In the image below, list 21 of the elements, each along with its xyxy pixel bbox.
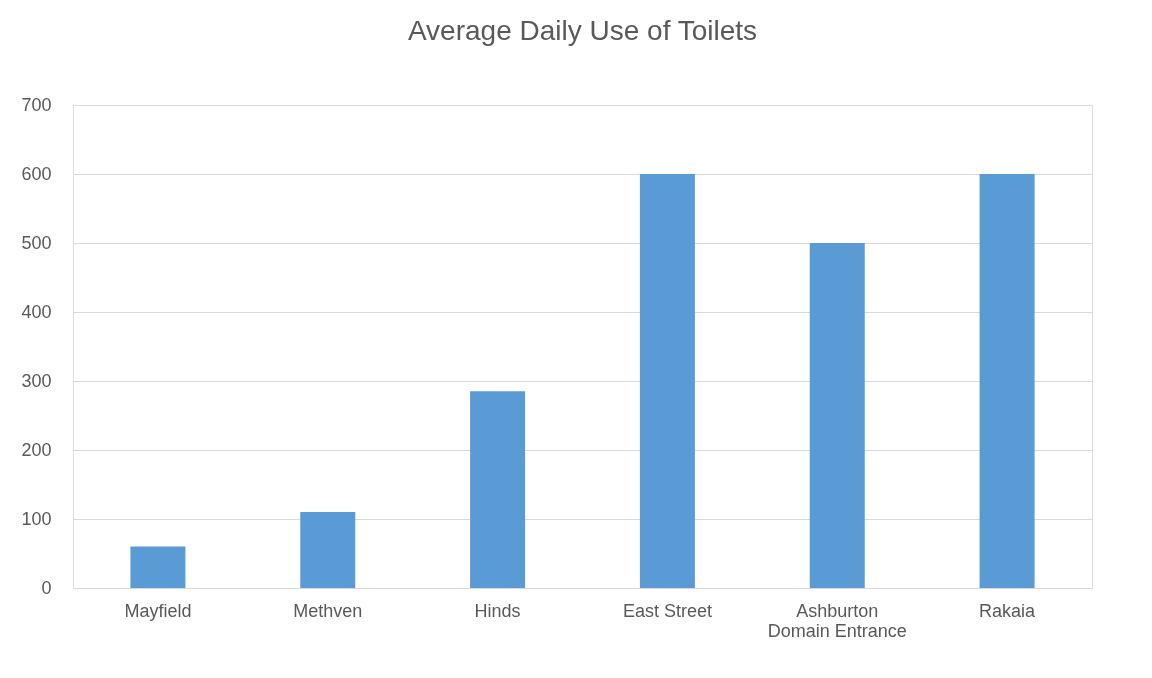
y-tick-label: 400 (21, 301, 52, 322)
chart-title: Average Daily Use of Toilets (407, 15, 758, 46)
bar (809, 243, 865, 588)
y-tick-label: 100 (21, 508, 52, 529)
x-tick-label: Hinds (474, 600, 521, 621)
y-tick-label: 300 (21, 370, 52, 391)
y-tick-label: 200 (21, 439, 52, 460)
x-tick-label: Mayfield (124, 600, 192, 621)
x-tick-label: East Street (622, 600, 712, 621)
bar (130, 546, 186, 588)
y-tick-label: 700 (21, 94, 52, 115)
y-tick-label: 0 (41, 577, 52, 598)
y-tick-label: 600 (21, 163, 52, 184)
bar (300, 512, 356, 588)
x-tick-label: Ashburton Domain Entrance (767, 600, 907, 641)
x-tick-label: Methven (293, 600, 363, 621)
bar (979, 174, 1035, 588)
y-tick-label: 500 (21, 232, 52, 253)
bar (470, 391, 526, 588)
x-tick-label: Rakaia (979, 600, 1037, 621)
bar (639, 174, 695, 588)
